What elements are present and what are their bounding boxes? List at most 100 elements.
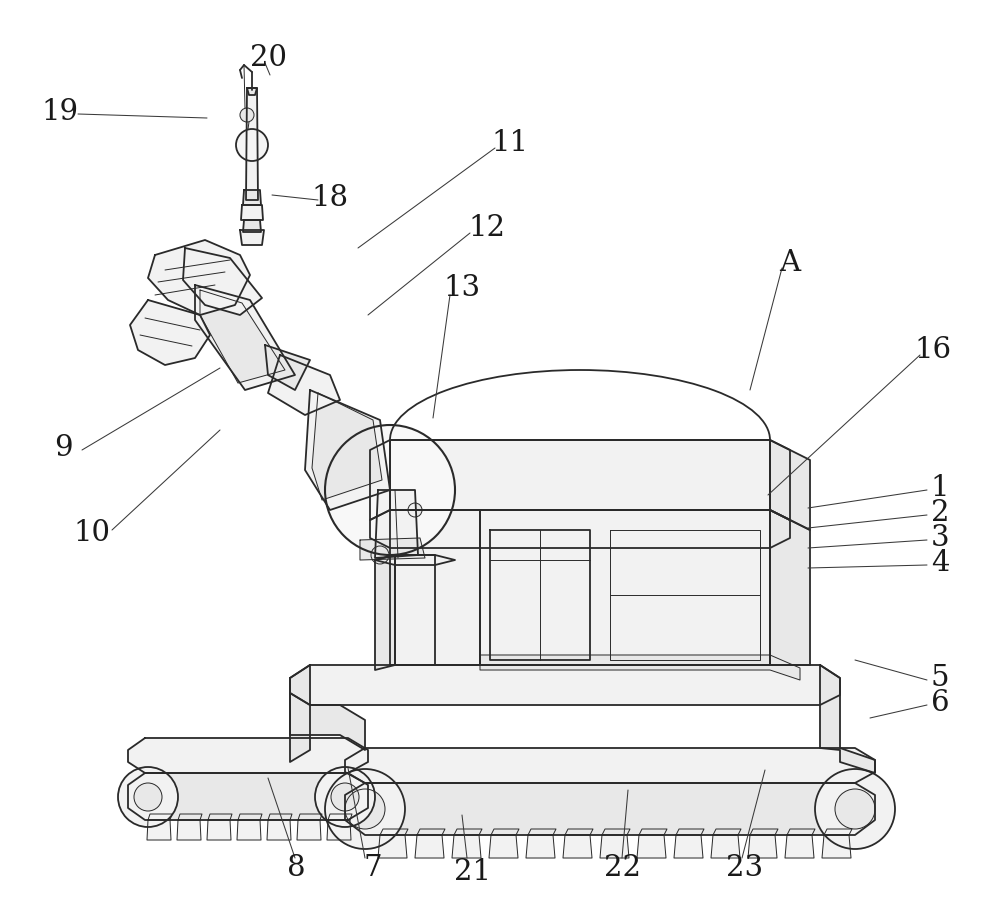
Polygon shape [345, 748, 875, 783]
Polygon shape [177, 820, 201, 840]
Polygon shape [639, 829, 667, 835]
Polygon shape [674, 835, 703, 858]
Polygon shape [452, 835, 481, 858]
Polygon shape [454, 829, 482, 835]
Polygon shape [711, 835, 740, 858]
Polygon shape [148, 814, 172, 820]
Polygon shape [390, 440, 770, 510]
Polygon shape [491, 829, 519, 835]
Text: 13: 13 [443, 274, 481, 302]
Polygon shape [787, 829, 815, 835]
Circle shape [835, 789, 875, 829]
Polygon shape [327, 820, 351, 840]
Text: 7: 7 [364, 854, 382, 882]
Polygon shape [128, 773, 368, 820]
Polygon shape [563, 835, 592, 858]
Circle shape [345, 789, 385, 829]
Polygon shape [267, 820, 291, 840]
Polygon shape [128, 738, 368, 773]
Circle shape [325, 769, 405, 849]
Text: 11: 11 [492, 129, 528, 157]
Polygon shape [268, 355, 340, 415]
Polygon shape [390, 510, 480, 665]
Text: 21: 21 [454, 858, 492, 886]
Polygon shape [600, 835, 629, 858]
Circle shape [315, 767, 375, 827]
Polygon shape [748, 835, 777, 858]
Polygon shape [195, 285, 295, 390]
Text: 23: 23 [726, 854, 764, 882]
Text: 22: 22 [604, 854, 640, 882]
Polygon shape [820, 665, 875, 773]
Circle shape [331, 783, 359, 811]
Polygon shape [602, 829, 630, 835]
Polygon shape [380, 829, 408, 835]
Text: 9: 9 [54, 434, 72, 462]
Text: 20: 20 [250, 44, 287, 72]
Polygon shape [148, 240, 250, 315]
Polygon shape [375, 490, 418, 558]
Polygon shape [298, 814, 322, 820]
Polygon shape [247, 88, 257, 95]
Polygon shape [290, 665, 840, 705]
Circle shape [815, 769, 895, 849]
Polygon shape [297, 820, 321, 840]
Polygon shape [328, 814, 352, 820]
Text: 18: 18 [311, 184, 349, 212]
Polygon shape [237, 820, 261, 840]
Polygon shape [241, 205, 263, 220]
Circle shape [240, 108, 254, 122]
Polygon shape [415, 835, 444, 858]
Polygon shape [395, 555, 435, 665]
Polygon shape [178, 814, 202, 820]
Polygon shape [610, 530, 760, 660]
Polygon shape [370, 440, 790, 520]
Polygon shape [345, 783, 875, 835]
Polygon shape [375, 555, 395, 670]
Text: 1: 1 [931, 474, 949, 502]
Circle shape [134, 783, 162, 811]
Circle shape [371, 546, 389, 564]
Polygon shape [360, 538, 425, 560]
Polygon shape [676, 829, 704, 835]
Text: 6: 6 [931, 689, 949, 717]
Polygon shape [200, 290, 285, 383]
Polygon shape [713, 829, 741, 835]
Polygon shape [305, 390, 390, 510]
Polygon shape [480, 510, 770, 665]
Polygon shape [207, 820, 231, 840]
Polygon shape [770, 440, 810, 530]
Polygon shape [238, 814, 262, 820]
Text: 12: 12 [468, 214, 506, 242]
Polygon shape [378, 835, 407, 858]
Polygon shape [208, 814, 232, 820]
Polygon shape [290, 665, 310, 762]
Polygon shape [147, 820, 171, 840]
Polygon shape [480, 655, 800, 680]
Polygon shape [750, 829, 778, 835]
Polygon shape [824, 829, 852, 835]
Circle shape [118, 767, 178, 827]
Polygon shape [183, 248, 262, 315]
Text: A: A [779, 249, 801, 277]
Polygon shape [822, 835, 851, 858]
Polygon shape [246, 88, 258, 200]
Text: 8: 8 [287, 854, 305, 882]
Circle shape [325, 425, 455, 555]
Text: 16: 16 [914, 336, 952, 364]
Polygon shape [312, 393, 382, 500]
Polygon shape [770, 510, 810, 665]
Text: 4: 4 [931, 549, 949, 577]
Polygon shape [370, 510, 790, 548]
Polygon shape [785, 835, 814, 858]
Circle shape [408, 503, 422, 517]
Polygon shape [130, 300, 210, 365]
Polygon shape [637, 835, 666, 858]
Text: 10: 10 [74, 519, 110, 547]
Polygon shape [290, 693, 365, 750]
Polygon shape [375, 555, 455, 565]
Text: 3: 3 [931, 524, 949, 552]
Polygon shape [526, 835, 555, 858]
Polygon shape [243, 190, 261, 205]
Text: 5: 5 [931, 664, 949, 692]
